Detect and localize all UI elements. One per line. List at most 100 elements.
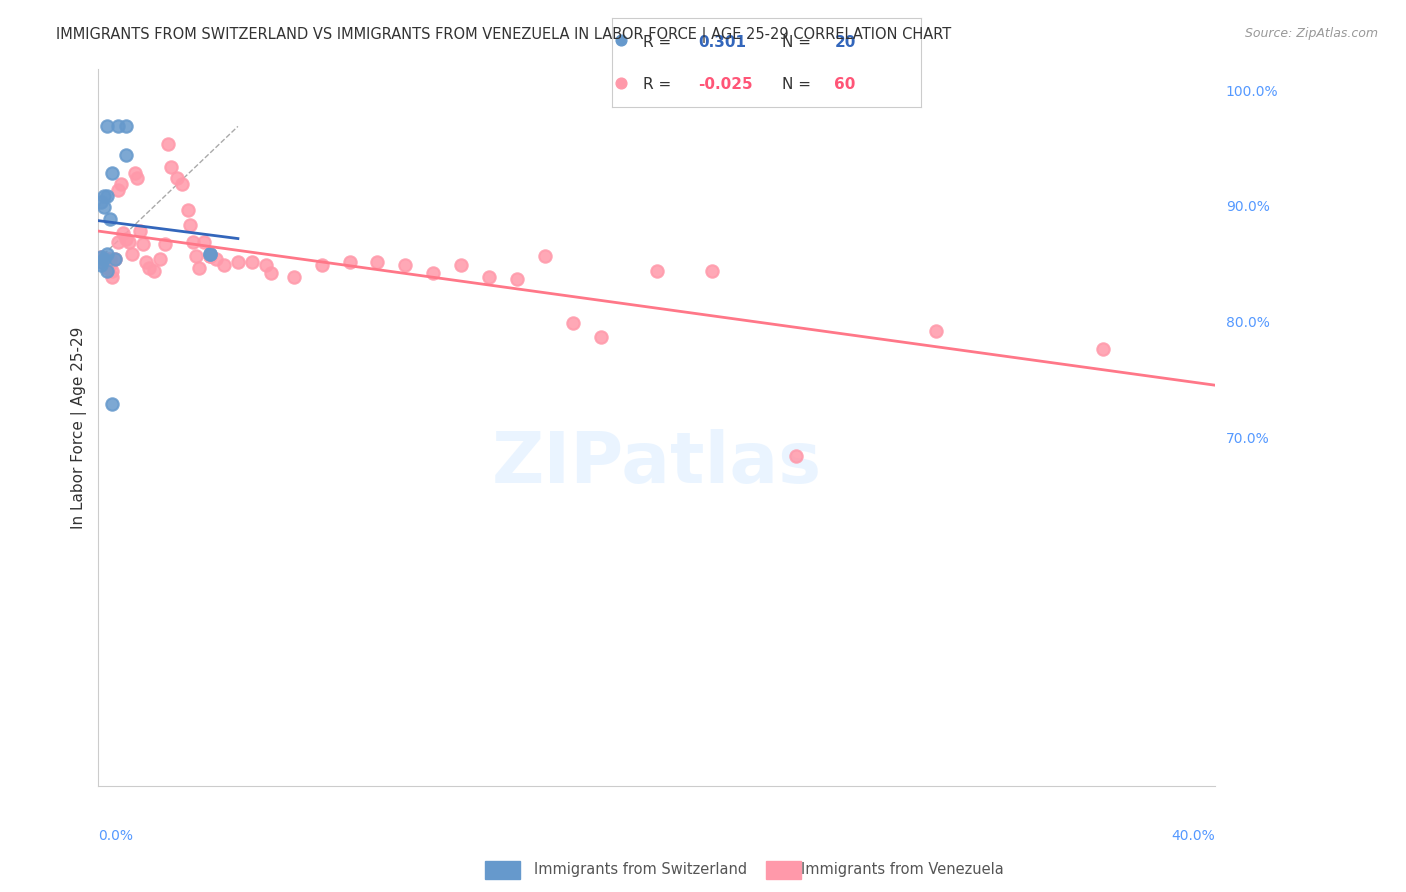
Point bbox=[98, 211, 121, 226]
Point bbox=[181, 235, 204, 249]
Point bbox=[93, 252, 115, 267]
Text: R =: R = bbox=[643, 36, 671, 50]
Point bbox=[107, 235, 129, 249]
Point bbox=[187, 260, 209, 275]
Point bbox=[254, 258, 277, 272]
Point bbox=[184, 249, 207, 263]
Point bbox=[283, 269, 305, 284]
Text: 0.0%: 0.0% bbox=[98, 830, 134, 843]
Point bbox=[138, 260, 160, 275]
Point bbox=[110, 178, 132, 192]
Point bbox=[198, 249, 221, 263]
Point bbox=[96, 246, 118, 260]
Point bbox=[101, 264, 124, 278]
Text: 0.301: 0.301 bbox=[699, 36, 747, 50]
Point bbox=[212, 258, 235, 272]
Point bbox=[176, 202, 198, 217]
Point bbox=[339, 255, 361, 269]
Point bbox=[198, 246, 221, 260]
Point bbox=[645, 264, 668, 278]
Point bbox=[101, 269, 124, 284]
Text: 80.0%: 80.0% bbox=[1226, 316, 1270, 330]
Point bbox=[193, 235, 215, 249]
Point bbox=[589, 330, 612, 344]
Point bbox=[124, 166, 146, 180]
Point bbox=[90, 255, 112, 269]
Point bbox=[1092, 342, 1115, 356]
Point bbox=[198, 246, 221, 260]
Point bbox=[96, 260, 118, 275]
Point bbox=[157, 136, 180, 151]
Point bbox=[90, 250, 112, 264]
Point bbox=[166, 171, 188, 186]
Text: 70.0%: 70.0% bbox=[1226, 432, 1270, 446]
Point bbox=[118, 235, 141, 249]
Point bbox=[98, 258, 121, 272]
Point bbox=[160, 160, 183, 174]
Point bbox=[198, 249, 221, 263]
Text: N =: N = bbox=[782, 36, 811, 50]
Point bbox=[179, 218, 201, 232]
Point bbox=[785, 449, 807, 463]
Text: 100.0%: 100.0% bbox=[1226, 85, 1278, 99]
Y-axis label: In Labor Force | Age 25-29: In Labor Force | Age 25-29 bbox=[72, 326, 87, 528]
Point bbox=[96, 252, 118, 267]
Text: 90.0%: 90.0% bbox=[1226, 201, 1270, 214]
Point bbox=[226, 255, 249, 269]
Text: Immigrants from Switzerland: Immigrants from Switzerland bbox=[534, 863, 748, 877]
Text: ZIPatlas: ZIPatlas bbox=[492, 429, 821, 498]
Point bbox=[155, 237, 177, 252]
Point bbox=[204, 252, 226, 267]
Text: IMMIGRANTS FROM SWITZERLAND VS IMMIGRANTS FROM VENEZUELA IN LABOR FORCE | AGE 25: IMMIGRANTS FROM SWITZERLAND VS IMMIGRANT… bbox=[56, 27, 952, 43]
Text: 20: 20 bbox=[834, 36, 856, 50]
Point bbox=[561, 316, 583, 330]
Text: N =: N = bbox=[782, 78, 811, 92]
Point bbox=[240, 255, 263, 269]
Point bbox=[450, 258, 472, 272]
Point bbox=[93, 201, 115, 215]
Point bbox=[107, 120, 129, 134]
Text: 60: 60 bbox=[834, 78, 856, 92]
Point bbox=[96, 264, 118, 278]
Point bbox=[534, 249, 557, 263]
Point bbox=[90, 194, 112, 209]
Point bbox=[93, 255, 115, 269]
Text: Source: ZipAtlas.com: Source: ZipAtlas.com bbox=[1244, 27, 1378, 40]
Point bbox=[132, 237, 155, 252]
Point bbox=[702, 264, 724, 278]
Point bbox=[107, 183, 129, 197]
Point bbox=[478, 269, 501, 284]
Point bbox=[366, 255, 388, 269]
Point bbox=[129, 223, 152, 237]
Text: R =: R = bbox=[643, 78, 671, 92]
Point bbox=[121, 246, 143, 260]
Point bbox=[96, 120, 118, 134]
Point bbox=[112, 226, 135, 240]
Point bbox=[101, 166, 124, 180]
Text: -0.025: -0.025 bbox=[699, 78, 752, 92]
Point bbox=[311, 258, 333, 272]
Point bbox=[149, 252, 172, 267]
Point bbox=[98, 252, 121, 267]
Point bbox=[394, 258, 416, 272]
Point bbox=[127, 171, 149, 186]
Point bbox=[115, 232, 138, 246]
Point bbox=[93, 189, 115, 203]
Point bbox=[172, 178, 194, 192]
Text: 40.0%: 40.0% bbox=[1171, 830, 1215, 843]
Point bbox=[260, 266, 283, 280]
Point bbox=[90, 258, 112, 272]
Point bbox=[422, 266, 444, 280]
Point bbox=[115, 120, 138, 134]
Point bbox=[104, 252, 127, 267]
Point bbox=[104, 252, 127, 267]
Point bbox=[96, 189, 118, 203]
Point bbox=[924, 324, 946, 338]
Point bbox=[101, 397, 124, 411]
Point bbox=[506, 272, 529, 286]
Point bbox=[143, 264, 166, 278]
Point bbox=[90, 250, 112, 264]
Point bbox=[115, 148, 138, 162]
Text: Immigrants from Venezuela: Immigrants from Venezuela bbox=[801, 863, 1004, 877]
Point bbox=[135, 255, 157, 269]
